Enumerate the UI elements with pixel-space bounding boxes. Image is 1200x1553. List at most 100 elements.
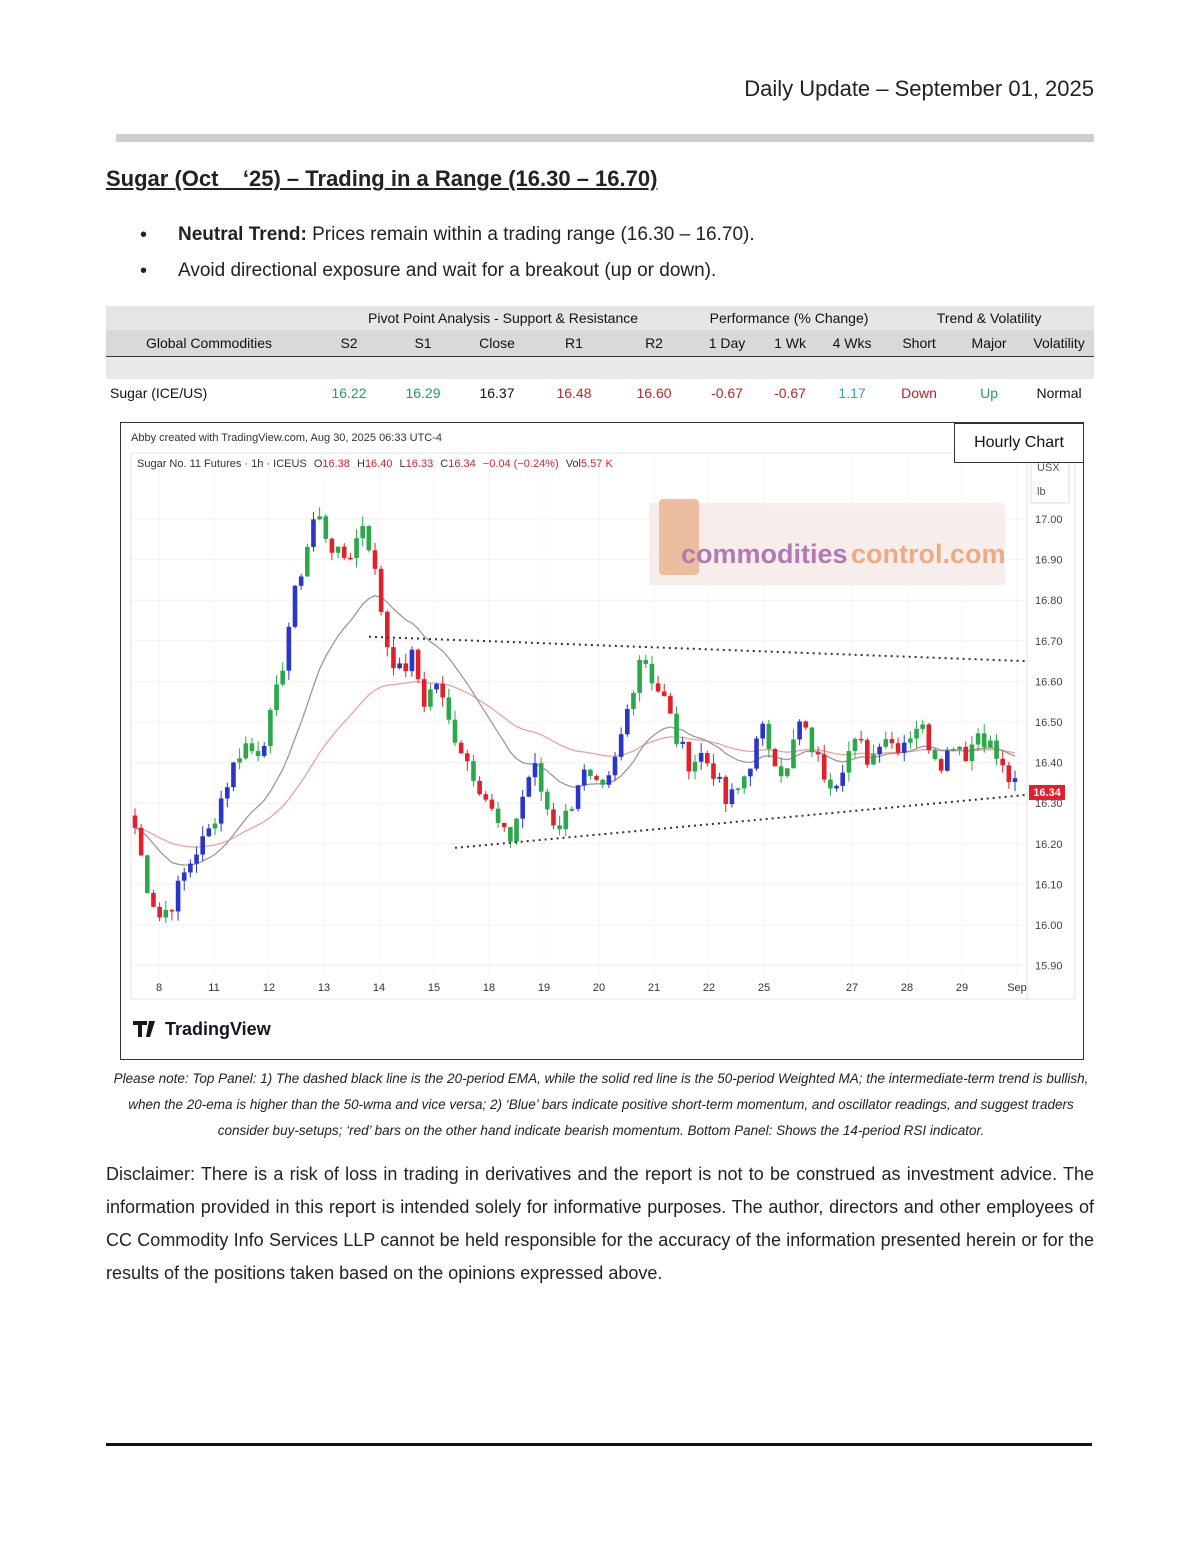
- candle-body: [711, 763, 716, 779]
- candle-body: [957, 746, 962, 750]
- candle-body: [163, 910, 169, 918]
- commodity-name: Sugar (ICE/US): [110, 385, 208, 401]
- candle-body: [655, 683, 661, 692]
- candle-body: [274, 684, 279, 710]
- candles: [132, 507, 1018, 923]
- candle-body: [323, 516, 329, 539]
- candle-body: [348, 557, 353, 560]
- x-tick-label: 8: [156, 982, 162, 994]
- candle-body: [858, 738, 864, 741]
- candle-body: [151, 892, 156, 907]
- candle-body: [231, 762, 236, 788]
- candle-body: [661, 691, 667, 696]
- candle-body: [255, 751, 261, 756]
- watermark: commodities control.com: [649, 499, 1006, 585]
- candle-body: [741, 776, 747, 789]
- candle-body: [501, 822, 507, 828]
- candle-body: [828, 779, 833, 789]
- candle-body: [871, 754, 876, 765]
- candle-body: [514, 818, 519, 842]
- y-tick-label: 16.10: [1035, 879, 1063, 891]
- candle-body: [748, 768, 753, 777]
- x-tick-label: 22: [703, 982, 715, 994]
- candle-body: [975, 733, 981, 745]
- candle-body: [778, 766, 784, 777]
- candle-body: [926, 724, 932, 751]
- candle-body: [680, 741, 685, 744]
- s2-value: 16.22: [331, 385, 367, 401]
- candle-body: [797, 721, 802, 740]
- major-trend: Up: [980, 385, 999, 401]
- y-tick-label: 16.50: [1035, 717, 1063, 729]
- candle-body: [175, 880, 181, 912]
- candle-body: [237, 758, 242, 763]
- s1-value: 16.29: [405, 385, 441, 401]
- candle-body: [846, 751, 852, 773]
- column-header: R1: [534, 330, 614, 357]
- change-value: −0.04 (−0.24%): [483, 458, 559, 470]
- tradingview-logo-text: TradingView: [165, 1019, 272, 1039]
- x-tick-label: 12: [263, 982, 275, 994]
- candle-body: [551, 809, 556, 826]
- candle-body: [754, 738, 759, 769]
- candle-body: [366, 526, 372, 551]
- candle-body: [434, 683, 439, 690]
- pivot-group-header: Pivot Point Analysis - Support & Resista…: [312, 306, 695, 330]
- volume-label: Vol: [566, 458, 581, 470]
- table-row: Sugar (ICE/US) 16.22 16.29 16.37 16.48 1…: [106, 379, 1094, 407]
- open-value: 16.38: [322, 458, 350, 470]
- bullet-text: Prices remain within a trading range (16…: [306, 224, 755, 245]
- candle-body: [385, 611, 390, 648]
- x-tick-label: 13: [318, 982, 330, 994]
- candle-body: [329, 538, 335, 553]
- four-week-change: 1.17: [838, 385, 866, 401]
- watermark-right: control.com: [851, 539, 1006, 569]
- candle-body: [317, 516, 322, 520]
- volatility: Normal: [1036, 385, 1082, 401]
- y-tick-label: 16.80: [1035, 595, 1063, 607]
- low-label: L: [400, 458, 406, 470]
- candle-body: [895, 743, 901, 753]
- candle-body: [440, 683, 445, 698]
- grid: [131, 453, 1027, 977]
- candle-body: [674, 713, 679, 744]
- high-value: 16.40: [365, 458, 393, 470]
- candle-body: [458, 742, 464, 754]
- report-date: Daily Update – September 01, 2025: [744, 76, 1094, 101]
- open-label: O: [314, 458, 323, 470]
- candle-body: [446, 697, 452, 720]
- performance-group-header: Performance (% Change): [694, 306, 885, 330]
- column-header-row: Global Commodities S2 S1 Close R1 R2 1 D…: [106, 330, 1095, 357]
- candle-body: [606, 775, 612, 785]
- last-price-label: 16.34: [1033, 787, 1061, 799]
- candle-body: [311, 519, 316, 547]
- candle-body: [354, 538, 359, 558]
- candle-body: [938, 759, 944, 771]
- candle-body: [914, 728, 919, 739]
- candle-body: [477, 780, 482, 795]
- volume-value: 5.57 K: [581, 458, 613, 470]
- y-tick-label: 16.70: [1035, 636, 1063, 648]
- tradingview-logo-icon: [133, 1021, 155, 1037]
- candle-body: [225, 787, 230, 799]
- column-header: Major: [954, 330, 1025, 357]
- y-axis-ticks: 17.00 16.90 16.80 16.70 16.60 16.50 16.40 16.30…: [1035, 514, 1063, 973]
- column-header: Global Commodities: [106, 330, 312, 357]
- x-tick-label: Sep: [1007, 982, 1027, 994]
- candle-body: [625, 709, 630, 735]
- candle-body: [169, 910, 175, 912]
- candle-body: [181, 872, 187, 881]
- candle-body: [920, 724, 925, 729]
- short-trend: Down: [901, 385, 937, 401]
- candle-body: [772, 749, 778, 767]
- candle-body: [686, 741, 692, 772]
- candle-body: [735, 788, 741, 790]
- candle-body: [465, 753, 470, 762]
- x-tick-label: 19: [538, 982, 550, 994]
- candle-body: [261, 746, 267, 756]
- candle-body: [631, 692, 636, 710]
- close-value: 16.37: [479, 385, 515, 401]
- candle-body: [932, 750, 938, 760]
- r1-value: 16.48: [556, 385, 592, 401]
- candle-body: [877, 746, 882, 755]
